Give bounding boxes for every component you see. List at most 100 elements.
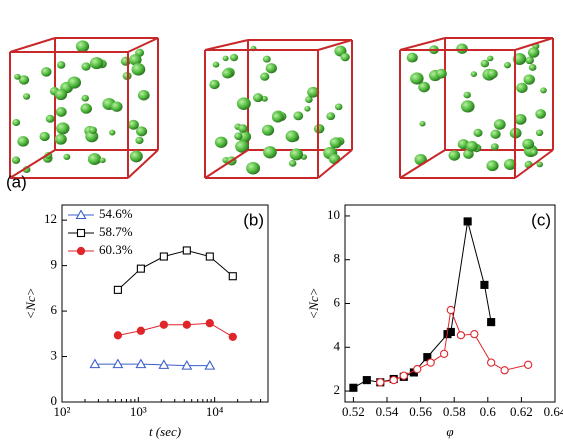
x-tick-label: 0.54 [376, 404, 399, 419]
marker [500, 366, 509, 375]
x-tick-label: 0.52 [342, 404, 365, 419]
sphere [435, 68, 447, 79]
sphere [530, 149, 538, 156]
sphere [289, 148, 304, 161]
sphere [229, 53, 239, 62]
sphere [137, 89, 150, 101]
marker [480, 280, 489, 289]
sphere [238, 124, 248, 133]
marker [159, 320, 169, 329]
sphere [313, 123, 325, 134]
cube-edge [399, 149, 446, 179]
marker [159, 252, 168, 261]
sphere [222, 55, 229, 62]
cube-edge [317, 149, 353, 179]
panel-label: (c) [531, 210, 551, 229]
sphere [89, 57, 104, 70]
sphere [135, 126, 148, 137]
x-tick-label: 0.6 [480, 404, 497, 419]
y-tick-label: 12 [44, 211, 57, 226]
sphere [262, 55, 271, 63]
marker [487, 358, 496, 367]
marker [182, 246, 191, 255]
y-tick-label: 6 [334, 294, 341, 309]
marker [205, 252, 214, 261]
sphere [523, 74, 535, 85]
sphere [54, 88, 68, 101]
sphere [288, 159, 297, 167]
sphere [67, 76, 82, 89]
marker [76, 246, 86, 256]
x-tick-label: 10⁴ [206, 404, 224, 419]
sphere [305, 96, 313, 103]
sphere [129, 54, 142, 66]
sphere [473, 128, 483, 137]
sphere [109, 129, 116, 136]
marker [113, 285, 122, 294]
y-tick-label: 0 [51, 393, 58, 408]
marker [228, 272, 237, 281]
sphere [490, 143, 499, 151]
sphere [293, 111, 304, 121]
sphere [307, 86, 320, 98]
marker [376, 378, 385, 387]
sphere [522, 138, 535, 150]
x-axis-label: t (sec) [149, 424, 181, 439]
sphere [470, 71, 478, 78]
sphere [514, 113, 527, 125]
sphere [536, 161, 543, 168]
sphere [528, 63, 537, 71]
sphere [75, 40, 90, 53]
sphere [480, 59, 490, 68]
marker [399, 371, 408, 380]
sphere [88, 126, 97, 134]
panel-label: (b) [243, 210, 264, 229]
cube-edge [9, 149, 56, 179]
sphere [12, 118, 21, 127]
sphere [87, 153, 102, 166]
cube-edge [317, 39, 353, 51]
y-tick-label: 4 [334, 338, 341, 353]
marker [204, 360, 216, 370]
marker [439, 349, 449, 358]
marker [181, 360, 193, 370]
sphere [81, 62, 91, 71]
sphere [55, 107, 67, 117]
sphere [503, 62, 511, 69]
y-tick-label: 3 [51, 348, 58, 363]
sphere [99, 157, 106, 164]
sphere [418, 81, 430, 93]
sphere [419, 120, 426, 127]
cube-edge [204, 149, 249, 179]
sphere [45, 114, 55, 123]
sphere [234, 132, 243, 140]
series-line [117, 322, 234, 338]
series-line [94, 363, 210, 367]
y-axis-label: <Nc> [306, 288, 321, 320]
marker [463, 217, 472, 226]
sphere [334, 103, 343, 111]
y-axis-label: <Nc> [23, 288, 38, 320]
sphere [271, 111, 284, 123]
sphere [18, 75, 30, 85]
marker [523, 360, 533, 369]
sphere [535, 129, 544, 137]
sphere [463, 91, 471, 99]
sphere [252, 93, 263, 103]
sphere [39, 131, 50, 142]
sphere [246, 161, 261, 175]
marker [75, 209, 87, 220]
sphere [135, 136, 144, 145]
y-tick-label: 10 [327, 207, 340, 222]
sphere [260, 72, 270, 81]
sphere [490, 129, 501, 139]
sphere [503, 158, 517, 170]
y-tick-label: 8 [334, 251, 341, 266]
marker [76, 228, 86, 238]
sphere [212, 61, 220, 68]
series-line [117, 249, 234, 291]
sphere [410, 72, 424, 85]
sphere [340, 52, 350, 62]
